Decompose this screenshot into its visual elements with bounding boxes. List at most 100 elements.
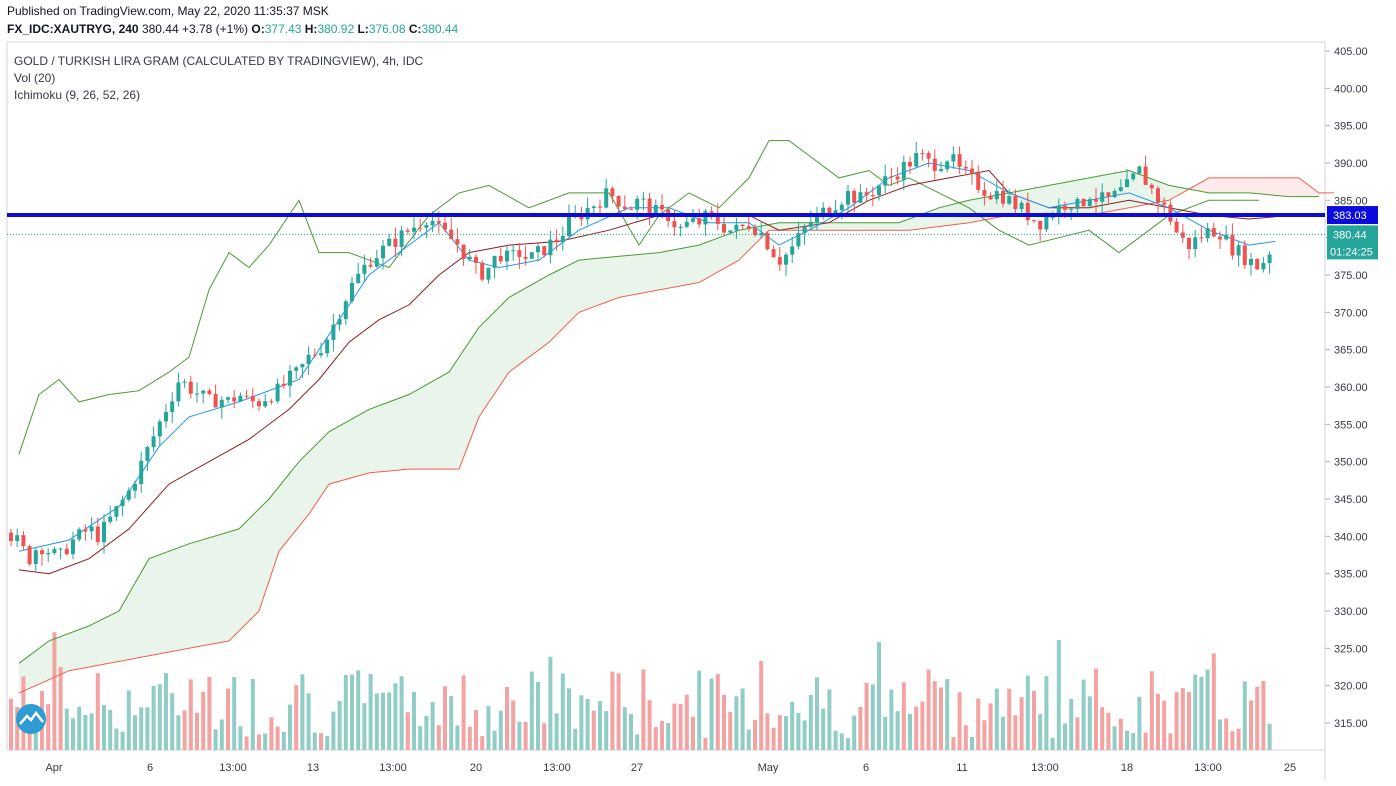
tenkan-sen-line — [18, 162, 1276, 552]
cloud-segment — [219, 533, 223, 643]
cloud-segment — [835, 222, 839, 231]
volume-bar — [988, 703, 993, 750]
volume-bar — [1242, 681, 1247, 750]
price-tick-label: 315.00 — [1334, 718, 1368, 730]
cloud-segment — [167, 550, 171, 653]
candle-body — [1038, 220, 1043, 230]
cloud-segment — [1067, 181, 1071, 216]
volume-bar — [1007, 688, 1012, 750]
volume-bar — [697, 670, 702, 750]
candle-body — [498, 255, 503, 262]
cloud-segment — [487, 315, 491, 405]
cloud-segment — [267, 496, 271, 588]
candle-body — [474, 256, 478, 263]
cloud-segment — [339, 423, 343, 482]
cloud-segment — [471, 333, 475, 438]
candle-body — [350, 282, 354, 302]
candle-body — [1224, 235, 1229, 240]
cloud-segment — [403, 395, 407, 470]
volume-bar — [430, 701, 435, 750]
price-tick-label: 340.00 — [1334, 531, 1368, 543]
candle-body — [182, 381, 187, 383]
cloud-segment — [247, 516, 251, 623]
candle-body — [219, 399, 224, 408]
volume-bar — [71, 718, 75, 750]
cloud-segment — [907, 218, 911, 231]
volume-bar — [1025, 675, 1030, 750]
cloud-segment — [823, 222, 827, 231]
price-tick-label: 325.00 — [1334, 643, 1368, 655]
price-tick-label: 375.00 — [1334, 270, 1368, 282]
volume-bar — [653, 727, 658, 750]
cloud-segment — [903, 219, 907, 231]
cloud-segment — [443, 373, 447, 470]
cloud-segment — [779, 222, 783, 231]
time-tick-label: 27 — [631, 762, 643, 774]
candle-body — [777, 257, 782, 265]
candle-body — [139, 460, 144, 485]
candle-body — [753, 228, 757, 236]
cloud-segment — [1071, 180, 1075, 216]
tradingview-logo — [16, 704, 46, 734]
candle-body — [1112, 190, 1117, 198]
candle-body — [901, 161, 906, 180]
cloud-segment — [891, 222, 895, 231]
cloud-segment — [863, 222, 867, 231]
cloud-segment — [1167, 184, 1171, 201]
candle-body — [374, 258, 379, 267]
candle-body — [1013, 196, 1018, 210]
cloud-segment — [271, 491, 275, 576]
cloud-segment — [171, 549, 175, 652]
candle-body — [548, 239, 553, 256]
cloud-segment — [555, 270, 559, 337]
candle-body — [988, 195, 993, 200]
cloud-segment — [135, 576, 139, 659]
price-tick-label: 365.00 — [1334, 345, 1368, 357]
volume-bar — [1193, 674, 1198, 750]
legend-title: GOLD / TURKISH LIRA GRAM (CALCULATED BY … — [14, 54, 424, 68]
cloud-segment — [611, 256, 615, 301]
volume-bar — [114, 728, 119, 750]
volume-bar — [939, 687, 943, 750]
cloud-segment — [299, 457, 303, 527]
cloud-segment — [647, 253, 651, 293]
volume-bar — [1075, 717, 1080, 750]
senkou-span-b-line — [18, 177, 1334, 694]
candle-body — [1162, 202, 1167, 205]
candle-body — [250, 395, 255, 402]
cloud-segment — [459, 351, 463, 470]
candle-body — [275, 383, 280, 402]
volume-bar — [598, 701, 602, 750]
volume-bar — [815, 677, 819, 750]
candle-body — [1025, 202, 1030, 221]
cloud-segment — [831, 222, 835, 231]
cloud-segment — [1115, 172, 1119, 211]
cloud-segment — [1087, 177, 1091, 216]
time-tick-label: May — [758, 762, 779, 774]
volume-bar — [412, 691, 416, 750]
candle-body — [467, 256, 472, 259]
low-value: 376.08 — [368, 22, 406, 36]
volume-bar — [474, 709, 478, 750]
volume-bar — [151, 685, 156, 750]
volume-bar — [64, 708, 69, 750]
price-change: +3.78 (+1%) — [181, 22, 249, 36]
cloud-segment — [67, 632, 71, 672]
cloud-segment — [855, 222, 859, 231]
cloud-segment — [423, 384, 427, 470]
cloud-segment — [315, 441, 319, 505]
ohlc-readout: FX_IDC:XAUTRYG, 240 380.44 +3.78 (+1%) O… — [7, 22, 458, 36]
senkou-span-a-line — [18, 169, 1319, 664]
candle-body — [176, 382, 181, 402]
close-value: 380.44 — [421, 22, 459, 36]
volume-bar — [982, 720, 987, 750]
candle-body — [870, 194, 875, 196]
cloud-segment — [715, 237, 719, 274]
candle-body — [337, 319, 342, 325]
candle-body — [145, 447, 150, 461]
volume-bar — [1162, 700, 1167, 750]
cloud-segment — [303, 453, 307, 522]
volume-bar — [374, 693, 379, 750]
cloud-segment — [1219, 177, 1223, 193]
